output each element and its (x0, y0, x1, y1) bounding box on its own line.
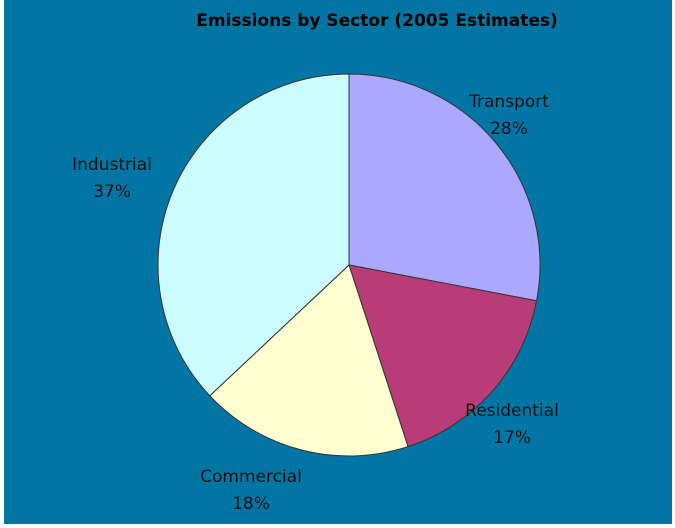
slice-label-residential: Residential (465, 401, 559, 421)
pie-slice-industrial (157, 73, 350, 397)
slice-percent-commercial: 18% (232, 494, 270, 514)
slice-percent-industrial: 37% (93, 182, 131, 202)
pie-slice-transport (348, 73, 541, 302)
slice-label-transport: Transport (468, 92, 549, 112)
pie-chart: Emissions by Sector (2005 Estimates) Tra… (72, 11, 559, 514)
slice-label-industrial: Industrial (72, 155, 152, 175)
chart-title: Emissions by Sector (2005 Estimates) (196, 11, 558, 31)
slice-percent-transport: 28% (490, 119, 528, 139)
pie-slice-commercial (209, 264, 409, 457)
pie-labels: Transport 28% Residential 17% Commercial 18% I… (72, 92, 559, 514)
slice-label-commercial: Commercial (200, 467, 302, 487)
pie-slice-residential (348, 264, 538, 448)
pie-slices (157, 73, 541, 457)
chart-panel: Emissions by Sector (2005 Estimates) Tra… (4, 0, 672, 524)
slice-percent-residential: 17% (493, 428, 531, 448)
